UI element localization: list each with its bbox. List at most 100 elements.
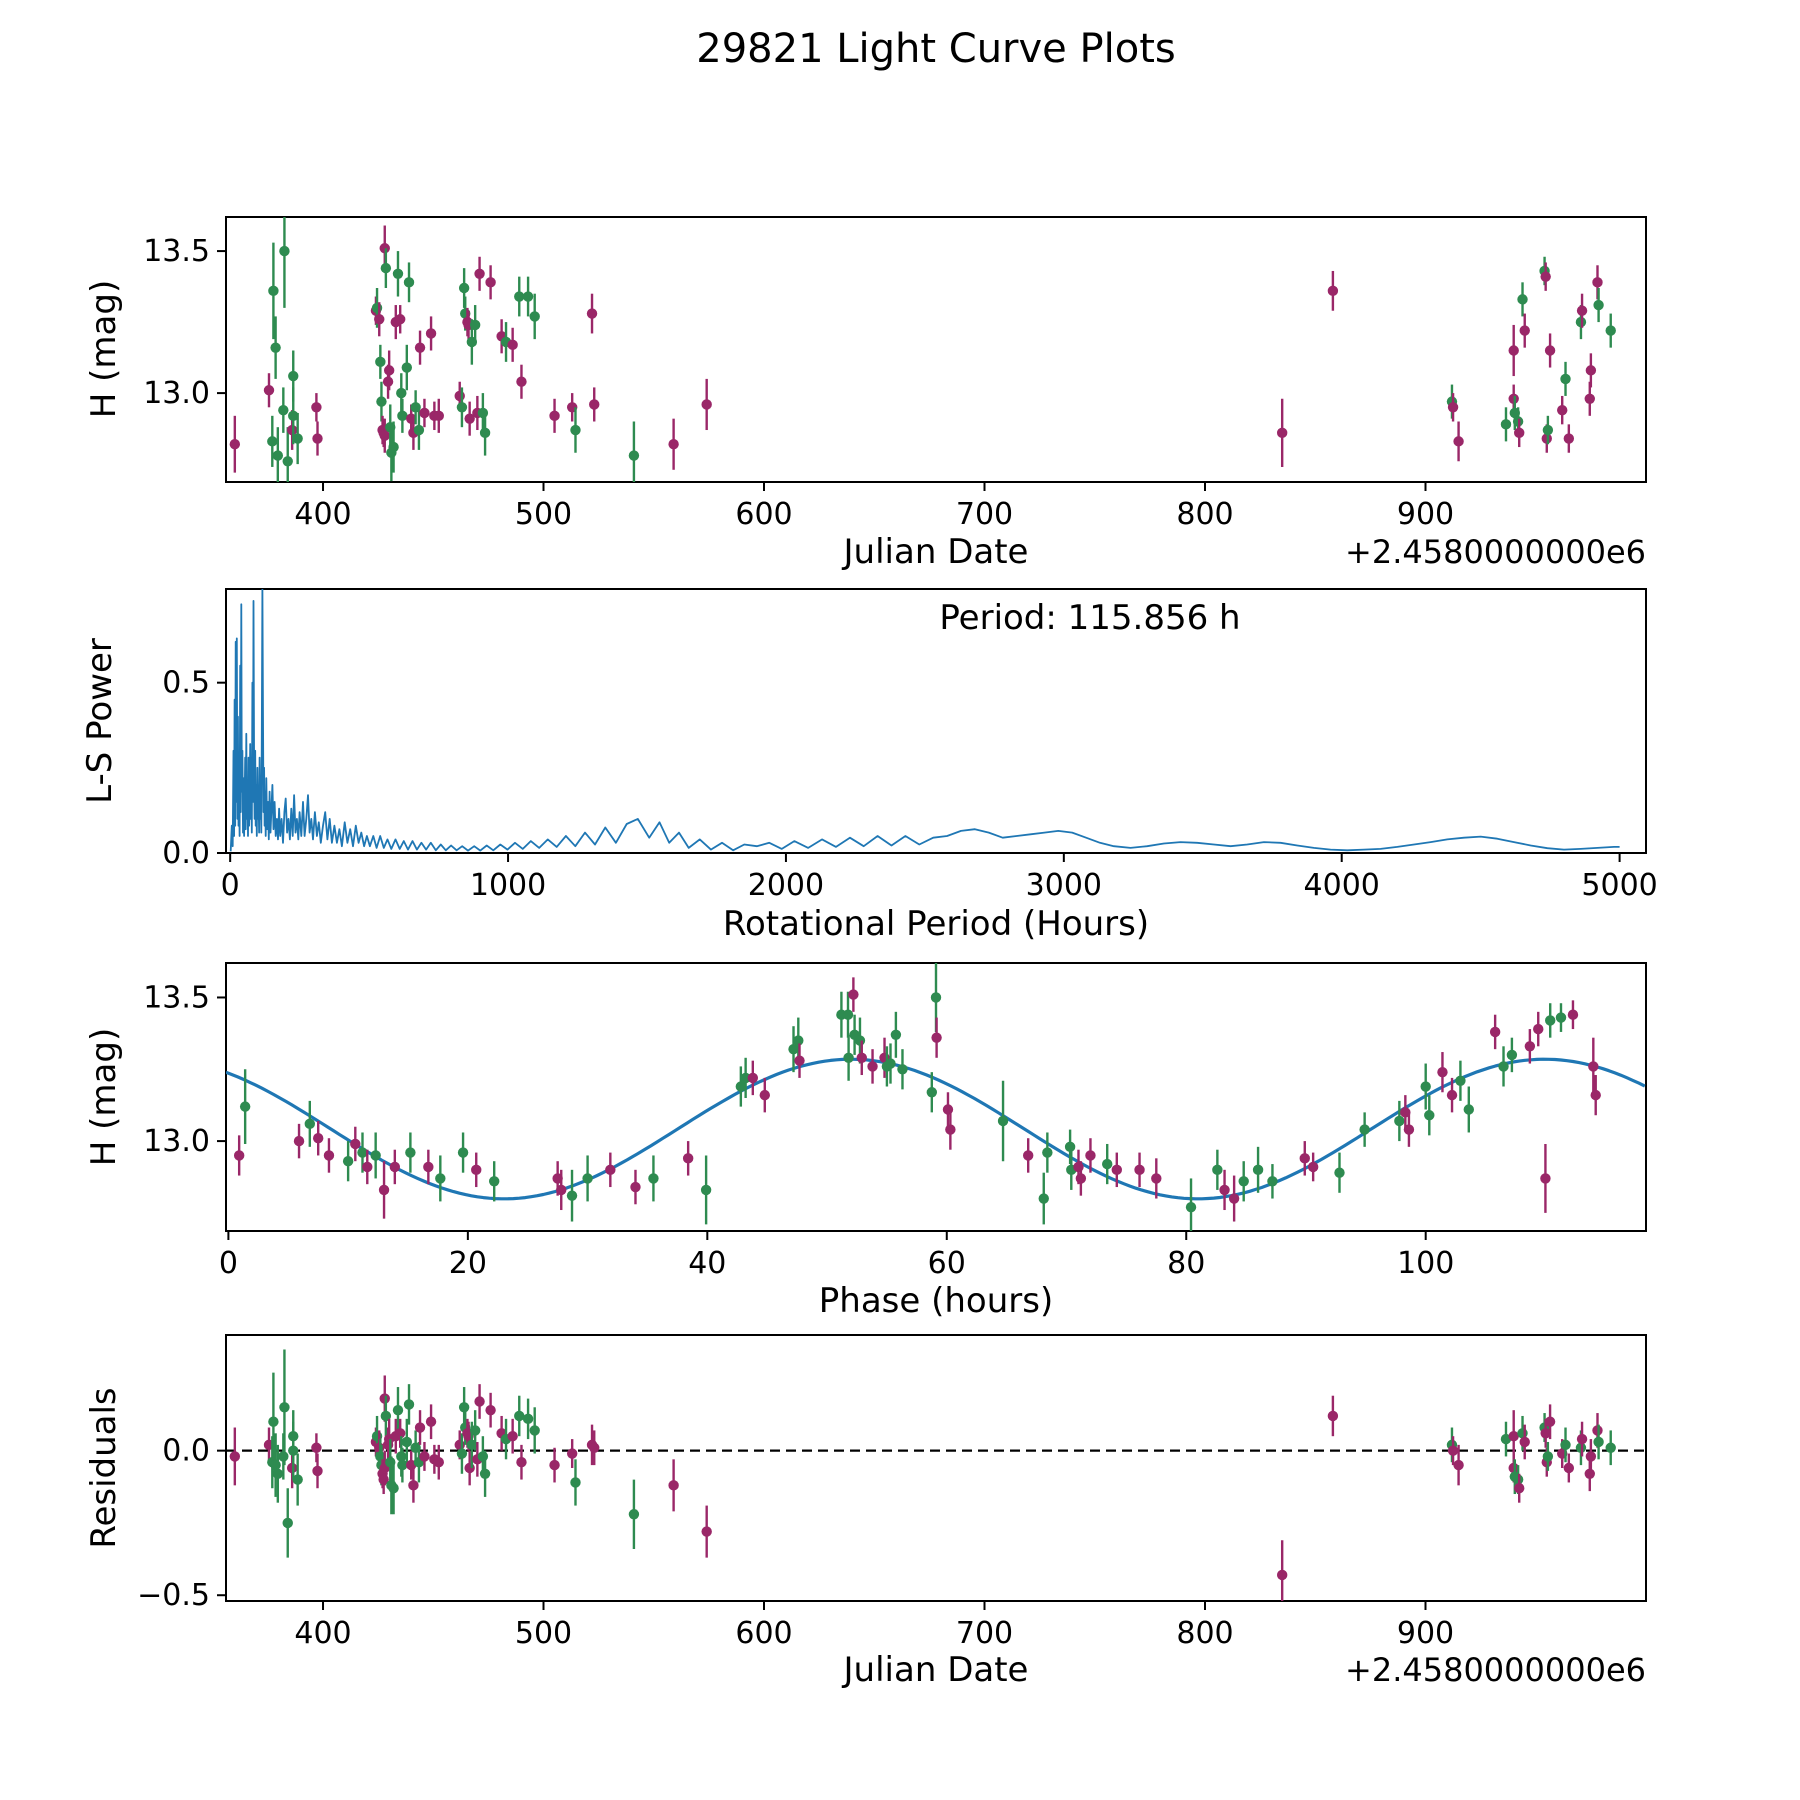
data-point <box>735 1081 747 1092</box>
data-point <box>474 1396 485 1407</box>
panel3-xticklabel: 80 <box>1167 1246 1205 1281</box>
data-point <box>272 1468 284 1479</box>
data-point <box>788 1043 799 1055</box>
data-point <box>1519 1436 1530 1448</box>
data-point <box>1592 277 1603 288</box>
data-point <box>268 1416 279 1427</box>
data-point <box>357 1147 368 1158</box>
data-point <box>1073 1161 1084 1173</box>
data-point <box>514 1410 525 1422</box>
data-point <box>529 311 540 322</box>
data-point <box>1540 1428 1551 1439</box>
data-point <box>1307 1161 1319 1173</box>
data-point <box>1585 365 1597 376</box>
data-point <box>1544 1416 1556 1427</box>
data-point <box>516 376 527 387</box>
data-point <box>1540 271 1551 282</box>
data-point <box>1463 1104 1474 1115</box>
data-point <box>464 413 475 424</box>
data-point <box>1517 1428 1528 1439</box>
data-point <box>701 399 712 410</box>
panel1-x-offset: +2.4580000000e6 <box>1345 533 1646 571</box>
data-point <box>1424 1110 1435 1121</box>
data-point <box>379 430 390 441</box>
panel1-ylabel: H (mag) <box>84 279 124 419</box>
data-point <box>419 407 430 419</box>
data-point <box>394 1428 406 1439</box>
data-point <box>1489 1026 1501 1038</box>
data-point <box>1334 1167 1345 1178</box>
data-point <box>414 342 426 353</box>
data-point <box>471 1164 482 1176</box>
curve <box>229 589 1620 852</box>
data-point <box>867 1061 878 1072</box>
data-point <box>1557 404 1568 416</box>
data-point <box>1327 285 1339 297</box>
data-point <box>566 1190 578 1201</box>
data-point <box>1102 1158 1113 1170</box>
data-point <box>1585 1451 1597 1462</box>
data-point <box>378 1184 390 1196</box>
data-point <box>376 396 387 407</box>
data-point <box>1075 1173 1087 1184</box>
data-point <box>1605 325 1616 336</box>
data-point <box>282 1517 293 1529</box>
panel4-spines <box>225 1334 1647 1602</box>
data-point <box>485 277 496 288</box>
data-point <box>342 1155 354 1167</box>
panel1-axes: 400 500 600 700 800 900 13.0 13.5 <box>143 216 1647 532</box>
data-point <box>740 1072 751 1084</box>
data-point <box>668 1480 679 1491</box>
data-point <box>469 1425 481 1436</box>
data-point <box>1545 1015 1556 1026</box>
panel2-xticklabel: 0 <box>221 868 240 903</box>
data-point <box>549 1459 560 1471</box>
data-point <box>1252 1164 1264 1176</box>
data-point <box>311 402 322 413</box>
data-point <box>1514 1483 1525 1494</box>
data-point <box>293 1135 305 1147</box>
data-point <box>477 1451 489 1462</box>
data-point <box>1508 345 1519 356</box>
data-point <box>270 342 281 353</box>
data-point <box>931 1032 942 1043</box>
data-point <box>997 1115 1009 1127</box>
data-point <box>1437 1066 1448 1078</box>
data-point <box>405 1147 416 1158</box>
data-point <box>392 268 404 280</box>
data-point <box>1560 373 1571 385</box>
data-point <box>1212 1164 1223 1176</box>
data-point <box>700 1184 712 1196</box>
data-point <box>1064 1141 1076 1153</box>
data-point <box>389 1161 401 1173</box>
data-point <box>1593 299 1604 311</box>
data-point <box>408 1480 419 1491</box>
data-point <box>1540 1173 1551 1184</box>
panel4-xticklabel: 900 <box>1397 1616 1454 1651</box>
data-point <box>1576 1433 1588 1445</box>
data-point <box>1042 1147 1053 1158</box>
panel2-xlabel: Rotational Period (Hours) <box>722 904 1150 944</box>
panel4-axes: 400 500 600 700 800 900 0.0 −0.5 <box>137 1334 1647 1651</box>
data-point <box>388 441 399 453</box>
data-point <box>589 399 600 410</box>
data-point <box>1085 1150 1096 1161</box>
data-point <box>370 1150 381 1161</box>
data-point <box>388 1483 399 1494</box>
data-point <box>1605 1442 1616 1453</box>
panel4-plot-area <box>226 1349 1646 1601</box>
panel3-xticklabel: 0 <box>219 1246 238 1281</box>
data-point <box>1524 1041 1536 1052</box>
data-point <box>549 410 560 422</box>
data-point <box>885 1058 896 1069</box>
data-point <box>890 1029 902 1041</box>
data-point <box>759 1089 770 1101</box>
data-point <box>701 1526 712 1537</box>
panel2-xticklabel: 1000 <box>470 868 546 903</box>
panel1-xticklabel: 900 <box>1397 497 1454 532</box>
panel4-x-offset: +2.4580000000e6 <box>1345 1651 1646 1689</box>
data-point <box>394 314 406 325</box>
data-point <box>1111 1164 1122 1176</box>
data-point <box>1500 419 1512 430</box>
data-point <box>1151 1173 1162 1184</box>
